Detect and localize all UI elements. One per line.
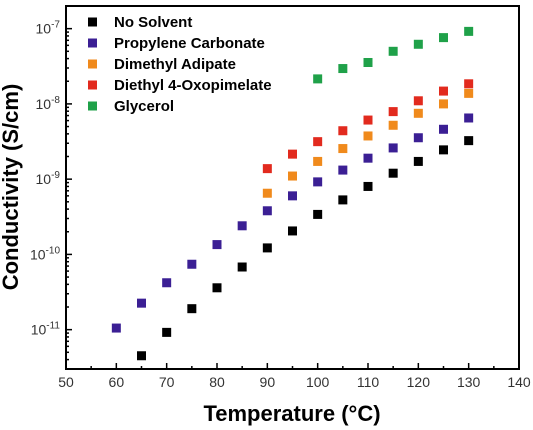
data-point	[464, 113, 474, 123]
data-point	[388, 120, 398, 130]
data-point	[363, 153, 373, 163]
y-tick-label: 10-10	[30, 245, 60, 262]
data-point	[313, 137, 323, 147]
data-point	[363, 131, 373, 141]
data-point	[288, 149, 297, 159]
x-tick-label: 130	[457, 374, 481, 390]
data-point	[338, 126, 348, 136]
data-point	[464, 79, 474, 89]
y-tick-label: 10-11	[31, 321, 61, 338]
data-point	[338, 195, 348, 205]
data-point	[212, 240, 222, 250]
y-axis: 10-11 10-10 10-9 10-8 10-7	[30, 20, 72, 361]
legend-label: No Solvent	[114, 14, 192, 31]
y-axis-title: Conductivity (S/cm)	[0, 84, 23, 291]
x-tick-label: 140	[507, 374, 531, 390]
data-point	[262, 188, 272, 198]
y-tick-label: 10-7	[36, 20, 61, 37]
data-point	[439, 99, 448, 109]
data-point	[313, 156, 323, 166]
data-point	[388, 143, 398, 153]
legend-label: Glycerol	[114, 98, 174, 115]
data-point	[439, 86, 448, 96]
data-point	[262, 206, 272, 216]
legend-marker	[88, 38, 97, 48]
data-point	[464, 26, 474, 36]
x-axis: 50 60 70 80 90 100 110 120 130 140	[58, 363, 531, 390]
data-point	[464, 136, 474, 146]
data-point	[137, 351, 146, 361]
data-point	[363, 115, 373, 125]
data-point	[137, 298, 146, 308]
data-point	[187, 259, 197, 269]
x-tick-label: 100	[306, 374, 330, 390]
data-point	[338, 165, 348, 175]
y-tick-label: 10-9	[36, 170, 61, 187]
data-points	[111, 26, 474, 361]
legend-marker	[88, 17, 97, 27]
data-point	[363, 57, 373, 67]
legend-label: Diethyl 4-Oxopimelate	[114, 77, 272, 94]
x-tick-label: 60	[109, 374, 125, 390]
data-point	[338, 64, 348, 74]
x-tick-label: 90	[260, 374, 276, 390]
data-point	[439, 145, 448, 155]
legend-label: Dimethyl Adipate	[114, 56, 236, 73]
data-point	[313, 74, 323, 84]
data-point	[162, 278, 172, 288]
data-point	[162, 327, 172, 337]
x-axis-title: Temperature (°C)	[203, 401, 380, 426]
data-point	[237, 221, 247, 231]
data-point	[288, 171, 297, 181]
data-point	[388, 46, 398, 56]
data-point	[388, 107, 398, 117]
data-point	[439, 33, 448, 43]
data-point	[187, 304, 197, 314]
y-tick-label: 10-8	[36, 95, 61, 112]
data-point	[413, 133, 423, 143]
data-point	[338, 144, 348, 154]
data-point	[313, 177, 323, 187]
data-point	[413, 156, 423, 166]
data-point	[288, 226, 297, 236]
data-point	[413, 96, 423, 106]
data-point	[439, 124, 448, 134]
x-tick-label: 50	[58, 374, 74, 390]
data-point	[413, 39, 423, 49]
x-tick-label: 80	[209, 374, 225, 390]
data-point	[388, 168, 398, 178]
data-point	[313, 209, 323, 219]
legend-marker	[88, 59, 97, 69]
legend-marker	[88, 80, 97, 90]
legend-label: Propylene Carbonate	[114, 35, 265, 52]
data-point	[363, 181, 373, 191]
data-point	[262, 164, 272, 174]
legend-marker	[88, 101, 97, 111]
data-point	[464, 88, 474, 98]
data-point	[413, 108, 423, 118]
data-point	[262, 243, 272, 253]
x-tick-label: 70	[159, 374, 175, 390]
x-tick-label: 110	[357, 374, 380, 390]
data-point	[111, 323, 121, 333]
legend: No Solvent Propylene Carbonate Dimethyl Ad…	[88, 14, 272, 115]
data-point	[237, 262, 247, 272]
data-point	[288, 191, 297, 201]
x-tick-label: 120	[407, 374, 431, 390]
data-point	[212, 283, 222, 293]
